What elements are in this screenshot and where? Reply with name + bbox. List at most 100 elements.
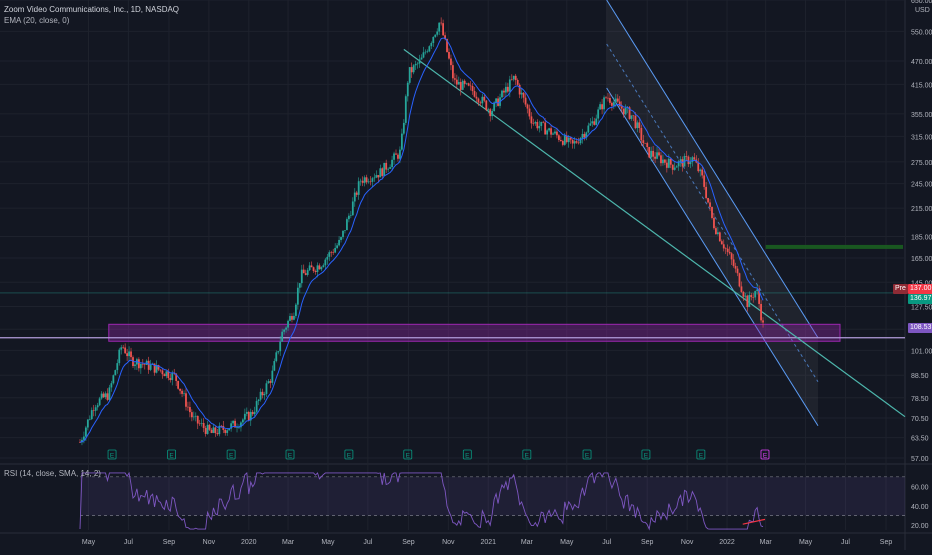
candle-body: [471, 85, 474, 92]
candle-body: [455, 79, 458, 85]
candle-body: [149, 364, 152, 370]
earnings-marker-label: E: [347, 453, 352, 460]
candle-body: [224, 429, 227, 433]
candle-body: [98, 398, 101, 406]
candle-body: [277, 351, 280, 353]
candle-body: [108, 387, 111, 400]
candle-body: [746, 295, 749, 308]
candle-body: [279, 341, 282, 352]
candle-body: [122, 347, 125, 348]
candle-body: [762, 320, 764, 323]
candle-body: [658, 152, 660, 156]
candle-body: [389, 167, 392, 169]
candle-body: [483, 96, 486, 101]
candle-body: [255, 401, 258, 412]
candle-body: [183, 393, 185, 394]
candle-body: [642, 140, 645, 144]
rsi-tick-label: 20.00: [911, 523, 929, 530]
x-tick-label: 2020: [241, 539, 257, 546]
candle-body: [716, 232, 719, 235]
candle-body: [675, 166, 678, 168]
candle-body: [473, 91, 476, 97]
candle-body: [124, 347, 127, 354]
candle-body: [669, 158, 672, 165]
candle-body: [112, 375, 115, 384]
candle-body: [383, 162, 386, 176]
candle-body: [128, 351, 130, 357]
candle-body: [736, 268, 739, 274]
candle-body: [508, 79, 511, 92]
candle-body: [510, 79, 513, 81]
candle-body: [618, 101, 621, 107]
candle-body: [387, 168, 390, 170]
candle-body: [397, 154, 399, 159]
candle-body: [110, 383, 113, 388]
candle-body: [534, 122, 537, 124]
y-tick-label: 57.00: [911, 456, 929, 463]
candle-body: [369, 181, 372, 183]
candle-body: [102, 393, 105, 398]
candle-body: [585, 132, 588, 138]
candle-body: [346, 219, 348, 231]
candle-body: [306, 270, 309, 275]
candle-body: [187, 406, 189, 408]
candle-body: [232, 420, 234, 424]
candle-body: [169, 378, 172, 381]
candle-body: [660, 155, 662, 164]
candle-body: [216, 433, 219, 435]
candle-body: [134, 364, 136, 367]
candle-body: [469, 85, 472, 87]
candle-body: [295, 304, 297, 316]
candle-body: [353, 192, 356, 202]
candle-body: [141, 363, 144, 365]
candle-body: [177, 380, 180, 389]
candle-body: [760, 303, 762, 321]
y-tick-label: 88.50: [911, 373, 929, 380]
candle-body: [289, 316, 291, 321]
candle-body: [344, 230, 346, 231]
candle-body: [226, 430, 229, 433]
candle-body: [92, 410, 95, 411]
candle-body: [351, 201, 354, 216]
candle-body: [263, 393, 266, 396]
earnings-marker: [226, 449, 236, 460]
candle-body: [528, 108, 531, 117]
candle-body: [550, 128, 552, 135]
y-tick-label: 215.00: [911, 206, 932, 213]
candle-body: [689, 162, 692, 165]
candle-body: [336, 245, 339, 248]
candle-body: [251, 411, 254, 415]
candle-body: [750, 295, 753, 298]
candle-body: [548, 128, 550, 131]
candle-body: [245, 411, 248, 414]
candle-body: [459, 82, 462, 90]
candle-body: [357, 181, 360, 195]
candle-body: [267, 381, 270, 384]
candle-body: [373, 177, 376, 179]
candle-body: [330, 252, 333, 253]
candle-body: [189, 407, 191, 413]
candle-body: [371, 178, 374, 182]
candle-body: [709, 202, 711, 207]
y-tick-label: 78.50: [911, 396, 929, 403]
candle-body: [505, 86, 507, 93]
earnings-marker-label: E: [169, 453, 174, 460]
candle-body: [671, 164, 674, 170]
candle-body: [420, 57, 423, 60]
candle-body: [404, 96, 407, 123]
earnings-marker: [285, 449, 295, 460]
candle-body: [432, 36, 435, 43]
y-tick-label: 415.00: [911, 82, 932, 89]
candle-body: [79, 442, 81, 443]
candle-body: [506, 86, 509, 92]
candle-body: [316, 265, 319, 272]
candle-body: [326, 256, 329, 260]
candle-body: [693, 157, 696, 160]
candle-body: [257, 399, 260, 402]
candle-body: [438, 22, 441, 32]
candle-body: [81, 439, 83, 443]
candle-body: [334, 247, 337, 253]
candle-body: [139, 363, 142, 369]
